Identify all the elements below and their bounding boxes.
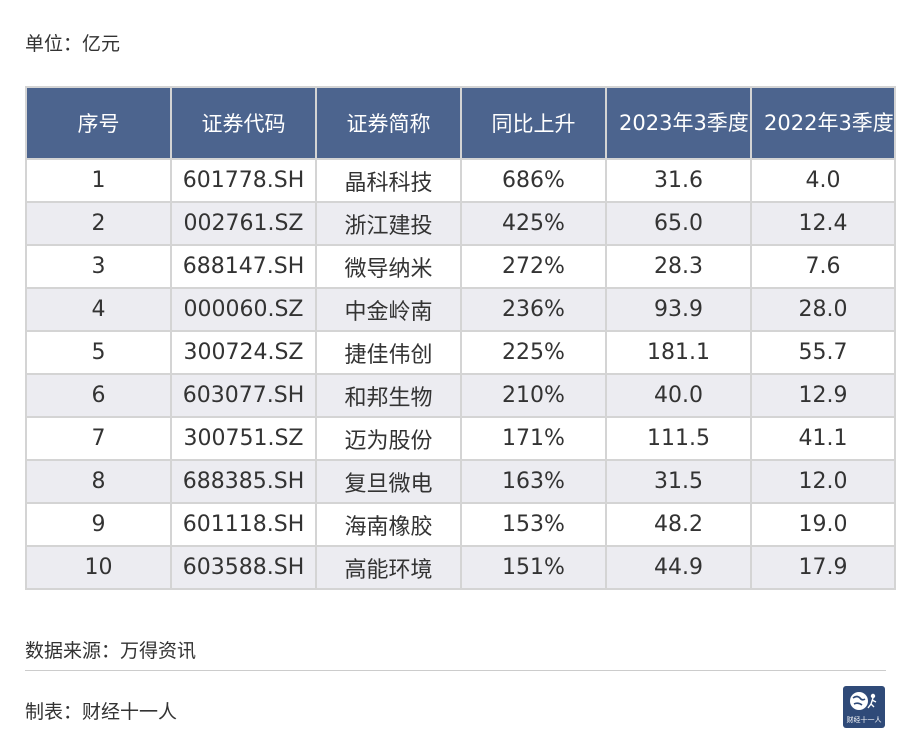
- column-header-index: 序号: [25, 86, 172, 160]
- maker-label: 制表：财经十一人: [25, 701, 178, 723]
- cell-index: 10: [25, 545, 172, 590]
- cell-2022q3: 19.0: [750, 502, 896, 547]
- cell-2022q3: 17.9: [750, 545, 896, 590]
- table-row: 10 603588.SH 高能环境 151% 44.9 17.9: [25, 545, 896, 590]
- cell-2022q3: 4.0: [750, 158, 896, 203]
- cell-name: 浙江建投: [315, 201, 462, 246]
- table-row: 5 300724.SZ 捷佳伟创 225% 181.1 55.7: [25, 330, 896, 375]
- cell-code: 603077.SH: [170, 373, 317, 418]
- table-body: 1 601778.SH 晶科科技 686% 31.6 4.0 2 002761.SZ 浙江建投 4…: [25, 158, 896, 590]
- data-table: 序号 证券代码 证券简称 同比上升 2023年3季度 2022年3季度 1 601…: [25, 86, 896, 590]
- cell-code: 601778.SH: [170, 158, 317, 203]
- cell-name: 微导纳米: [315, 244, 462, 289]
- cell-code: 688147.SH: [170, 244, 317, 289]
- cell-yoy: 225%: [460, 330, 607, 375]
- logo-text: 财经十一人: [846, 716, 882, 724]
- column-header-2022q3: 2022年3季度: [750, 86, 896, 160]
- cell-index: 1: [25, 158, 172, 203]
- cell-index: 9: [25, 502, 172, 547]
- logo: 财经十一人: [843, 686, 885, 728]
- divider: [25, 670, 886, 671]
- table-header-row: 序号 证券代码 证券简称 同比上升 2023年3季度 2022年3季度: [25, 86, 896, 160]
- cell-yoy: 425%: [460, 201, 607, 246]
- cell-code: 002761.SZ: [170, 201, 317, 246]
- table-row: 9 601118.SH 海南橡胶 153% 48.2 19.0: [25, 502, 896, 547]
- cell-2023q3: 28.3: [605, 244, 752, 289]
- cell-index: 4: [25, 287, 172, 332]
- column-header-code: 证券代码: [170, 86, 317, 160]
- cell-2023q3: 181.1: [605, 330, 752, 375]
- cell-yoy: 686%: [460, 158, 607, 203]
- cell-2023q3: 93.9: [605, 287, 752, 332]
- cell-code: 603588.SH: [170, 545, 317, 590]
- cell-2022q3: 7.6: [750, 244, 896, 289]
- cell-yoy: 171%: [460, 416, 607, 461]
- cell-2023q3: 111.5: [605, 416, 752, 461]
- cell-code: 300751.SZ: [170, 416, 317, 461]
- cell-yoy: 153%: [460, 502, 607, 547]
- cell-yoy: 272%: [460, 244, 607, 289]
- cell-2023q3: 44.9: [605, 545, 752, 590]
- cell-yoy: 210%: [460, 373, 607, 418]
- cell-code: 300724.SZ: [170, 330, 317, 375]
- cell-2023q3: 31.5: [605, 459, 752, 504]
- cell-code: 601118.SH: [170, 502, 317, 547]
- source-label: 数据来源：万得资讯: [25, 640, 197, 662]
- cell-yoy: 236%: [460, 287, 607, 332]
- cell-index: 8: [25, 459, 172, 504]
- cell-name: 中金岭南: [315, 287, 462, 332]
- cell-yoy: 163%: [460, 459, 607, 504]
- cell-yoy: 151%: [460, 545, 607, 590]
- cell-code: 688385.SH: [170, 459, 317, 504]
- cell-index: 2: [25, 201, 172, 246]
- cell-index: 5: [25, 330, 172, 375]
- column-header-2023q3: 2023年3季度: [605, 86, 752, 160]
- column-header-name: 证券简称: [315, 86, 462, 160]
- table-row: 2 002761.SZ 浙江建投 425% 65.0 12.4: [25, 201, 896, 246]
- cell-name: 迈为股份: [315, 416, 462, 461]
- cell-2022q3: 28.0: [750, 287, 896, 332]
- table-row: 7 300751.SZ 迈为股份 171% 111.5 41.1: [25, 416, 896, 461]
- cell-code: 000060.SZ: [170, 287, 317, 332]
- cell-2023q3: 65.0: [605, 201, 752, 246]
- cell-2022q3: 41.1: [750, 416, 896, 461]
- cell-name: 高能环境: [315, 545, 462, 590]
- cell-2023q3: 31.6: [605, 158, 752, 203]
- table-row: 4 000060.SZ 中金岭南 236% 93.9 28.0: [25, 287, 896, 332]
- cell-2022q3: 55.7: [750, 330, 896, 375]
- cell-name: 海南橡胶: [315, 502, 462, 547]
- cell-2023q3: 48.2: [605, 502, 752, 547]
- table-row: 6 603077.SH 和邦生物 210% 40.0 12.9: [25, 373, 896, 418]
- table-row: 8 688385.SH 复旦微电 163% 31.5 12.0: [25, 459, 896, 504]
- cell-index: 3: [25, 244, 172, 289]
- cell-2022q3: 12.9: [750, 373, 896, 418]
- cell-name: 复旦微电: [315, 459, 462, 504]
- table-row: 1 601778.SH 晶科科技 686% 31.6 4.0: [25, 158, 896, 203]
- column-header-yoy: 同比上升: [460, 86, 607, 160]
- cell-2022q3: 12.4: [750, 201, 896, 246]
- unit-label: 单位：亿元: [25, 33, 121, 55]
- cell-2022q3: 12.0: [750, 459, 896, 504]
- globe-runner-icon: [850, 692, 877, 710]
- cell-name: 晶科科技: [315, 158, 462, 203]
- cell-name: 捷佳伟创: [315, 330, 462, 375]
- cell-index: 7: [25, 416, 172, 461]
- cell-name: 和邦生物: [315, 373, 462, 418]
- cell-2023q3: 40.0: [605, 373, 752, 418]
- cell-index: 6: [25, 373, 172, 418]
- table-row: 3 688147.SH 微导纳米 272% 28.3 7.6: [25, 244, 896, 289]
